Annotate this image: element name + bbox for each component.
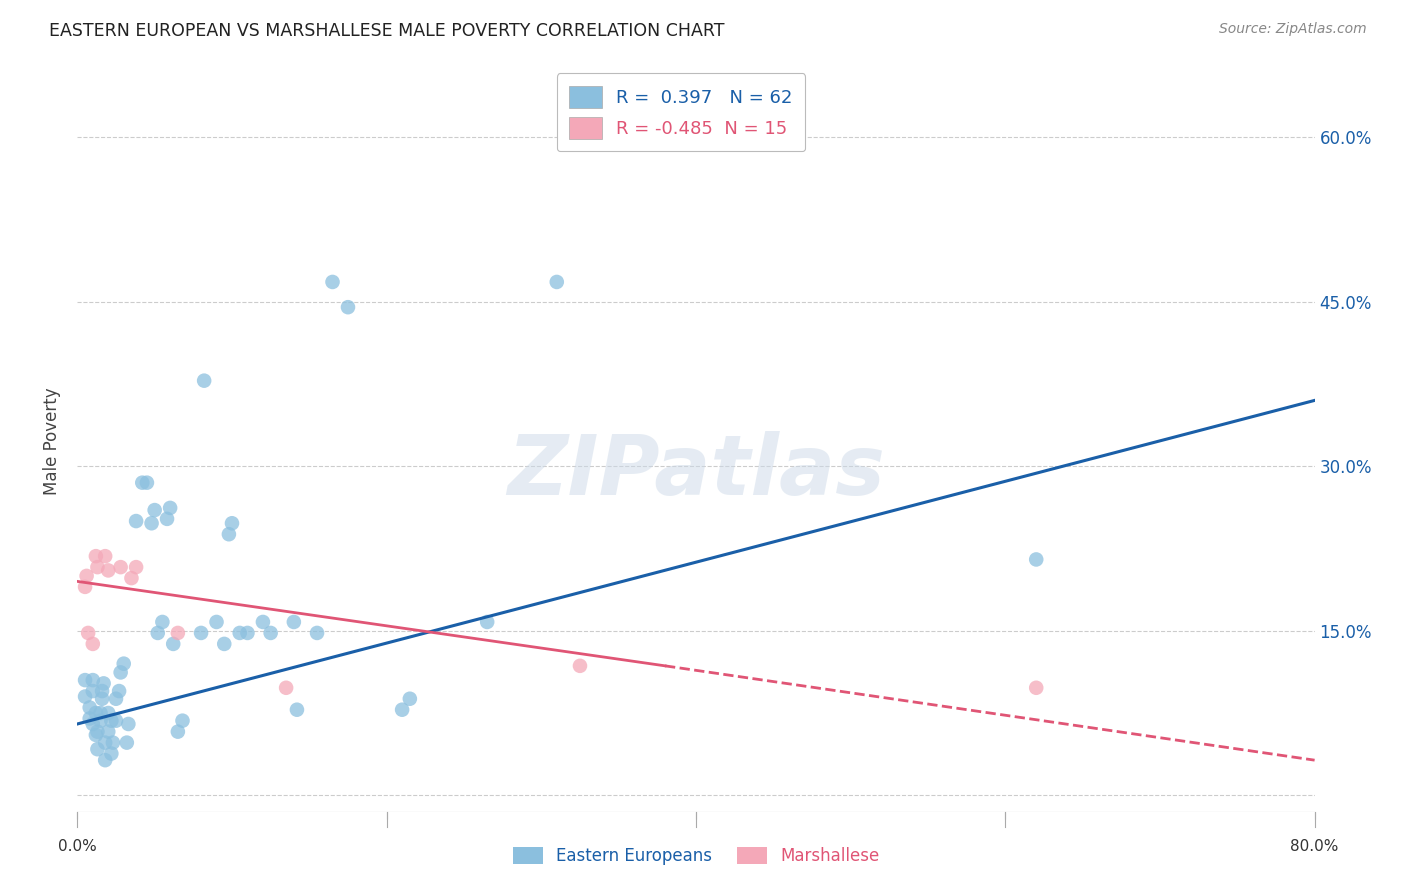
Point xyxy=(131,475,153,490)
Point xyxy=(1025,681,1047,695)
Point xyxy=(82,717,104,731)
Point xyxy=(136,475,159,490)
Point xyxy=(477,615,499,629)
Point xyxy=(307,626,329,640)
Point xyxy=(100,747,122,761)
Point xyxy=(337,300,360,314)
Point xyxy=(276,681,298,695)
Point xyxy=(86,724,108,739)
Point xyxy=(76,569,98,583)
Point xyxy=(110,665,132,680)
Point xyxy=(283,615,305,629)
Point xyxy=(1025,552,1047,566)
Point xyxy=(190,626,212,640)
Point xyxy=(146,626,169,640)
Point xyxy=(97,724,120,739)
Point xyxy=(82,684,104,698)
Point xyxy=(84,728,107,742)
Point xyxy=(546,275,568,289)
Point xyxy=(79,700,101,714)
Point xyxy=(252,615,274,629)
Point xyxy=(84,706,107,720)
Point xyxy=(221,516,243,531)
Point xyxy=(75,580,96,594)
Point xyxy=(205,615,228,629)
Point xyxy=(91,684,114,698)
Point xyxy=(75,690,96,704)
Point xyxy=(105,714,128,728)
Point xyxy=(82,637,104,651)
Point xyxy=(79,711,101,725)
Text: ZIPatlas: ZIPatlas xyxy=(508,431,884,512)
Point xyxy=(93,676,115,690)
Point xyxy=(115,736,138,750)
Point xyxy=(260,626,283,640)
Point xyxy=(391,703,413,717)
Point xyxy=(105,691,128,706)
Point xyxy=(167,626,190,640)
Point xyxy=(218,527,240,541)
Point xyxy=(112,657,135,671)
Point xyxy=(97,706,120,720)
Point xyxy=(108,684,131,698)
Point xyxy=(91,691,114,706)
Point xyxy=(82,673,104,687)
Point xyxy=(100,714,122,728)
Point xyxy=(229,626,252,640)
Point xyxy=(167,724,190,739)
Point xyxy=(90,714,112,728)
Point xyxy=(236,626,259,640)
Point xyxy=(322,275,344,289)
Text: 0.0%: 0.0% xyxy=(58,839,97,855)
Point xyxy=(97,563,120,577)
Point xyxy=(86,560,108,574)
Point xyxy=(94,549,117,563)
Point xyxy=(110,560,132,574)
Point xyxy=(117,717,139,731)
Point xyxy=(77,626,100,640)
Point xyxy=(159,500,181,515)
Y-axis label: Male Poverty: Male Poverty xyxy=(44,388,62,495)
Text: Source: ZipAtlas.com: Source: ZipAtlas.com xyxy=(1219,22,1367,37)
Point xyxy=(121,571,143,585)
Point xyxy=(214,637,236,651)
Point xyxy=(152,615,174,629)
Point xyxy=(172,714,194,728)
Point xyxy=(125,514,148,528)
Point xyxy=(75,673,96,687)
Point xyxy=(141,516,163,531)
Point xyxy=(285,703,308,717)
Text: EASTERN EUROPEAN VS MARSHALLESE MALE POVERTY CORRELATION CHART: EASTERN EUROPEAN VS MARSHALLESE MALE POV… xyxy=(49,22,724,40)
Point xyxy=(399,691,422,706)
Point xyxy=(90,706,112,720)
Point xyxy=(101,736,124,750)
Point xyxy=(193,374,215,388)
Point xyxy=(125,560,148,574)
Legend: Eastern Europeans, Marshallese: Eastern Europeans, Marshallese xyxy=(505,838,887,874)
Point xyxy=(569,658,592,673)
Point xyxy=(84,549,107,563)
Text: 80.0%: 80.0% xyxy=(1291,839,1339,855)
Point xyxy=(94,753,117,767)
Point xyxy=(162,637,184,651)
Point xyxy=(86,742,108,756)
Point xyxy=(94,736,117,750)
Point xyxy=(143,503,166,517)
Point xyxy=(156,512,179,526)
